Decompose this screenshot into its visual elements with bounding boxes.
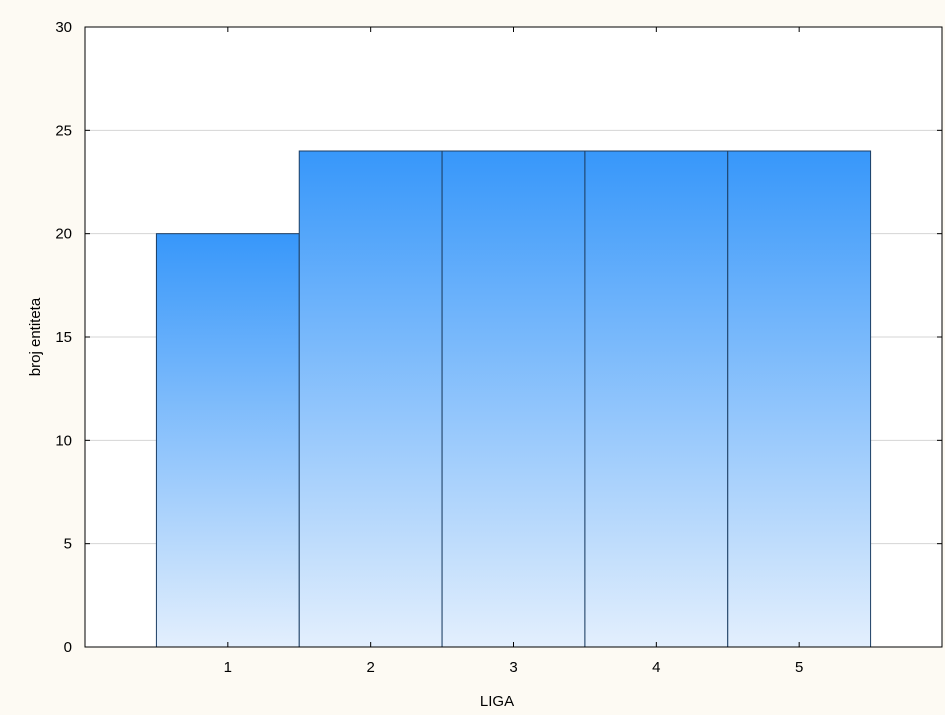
y-tick-label: 25 [55,122,72,139]
bar-2 [298,150,443,648]
y-tick-label: 30 [55,19,72,36]
y-tick-label: 10 [55,432,72,449]
y-axis: 0 5 10 15 20 25 30 [55,19,942,656]
x-tick-label: 5 [795,659,803,676]
bar-5 [727,150,872,648]
y-axis-title: broj entiteta [27,297,44,376]
x-tick-label: 3 [509,659,517,676]
x-axis-title: LIGA [480,693,514,710]
x-tick-label: 4 [652,659,660,676]
bar-3 [441,150,586,648]
y-tick-label: 5 [64,536,72,553]
x-tick-label: 1 [224,659,232,676]
y-tick-label: 20 [55,226,72,243]
bar-4 [584,150,729,648]
bars [155,150,872,648]
y-tick-label: 0 [64,639,72,656]
y-tick-label: 15 [55,329,72,346]
x-axis: 1 2 3 4 5 [224,27,803,676]
x-tick-label: 2 [366,659,374,676]
bar-1 [155,233,300,648]
